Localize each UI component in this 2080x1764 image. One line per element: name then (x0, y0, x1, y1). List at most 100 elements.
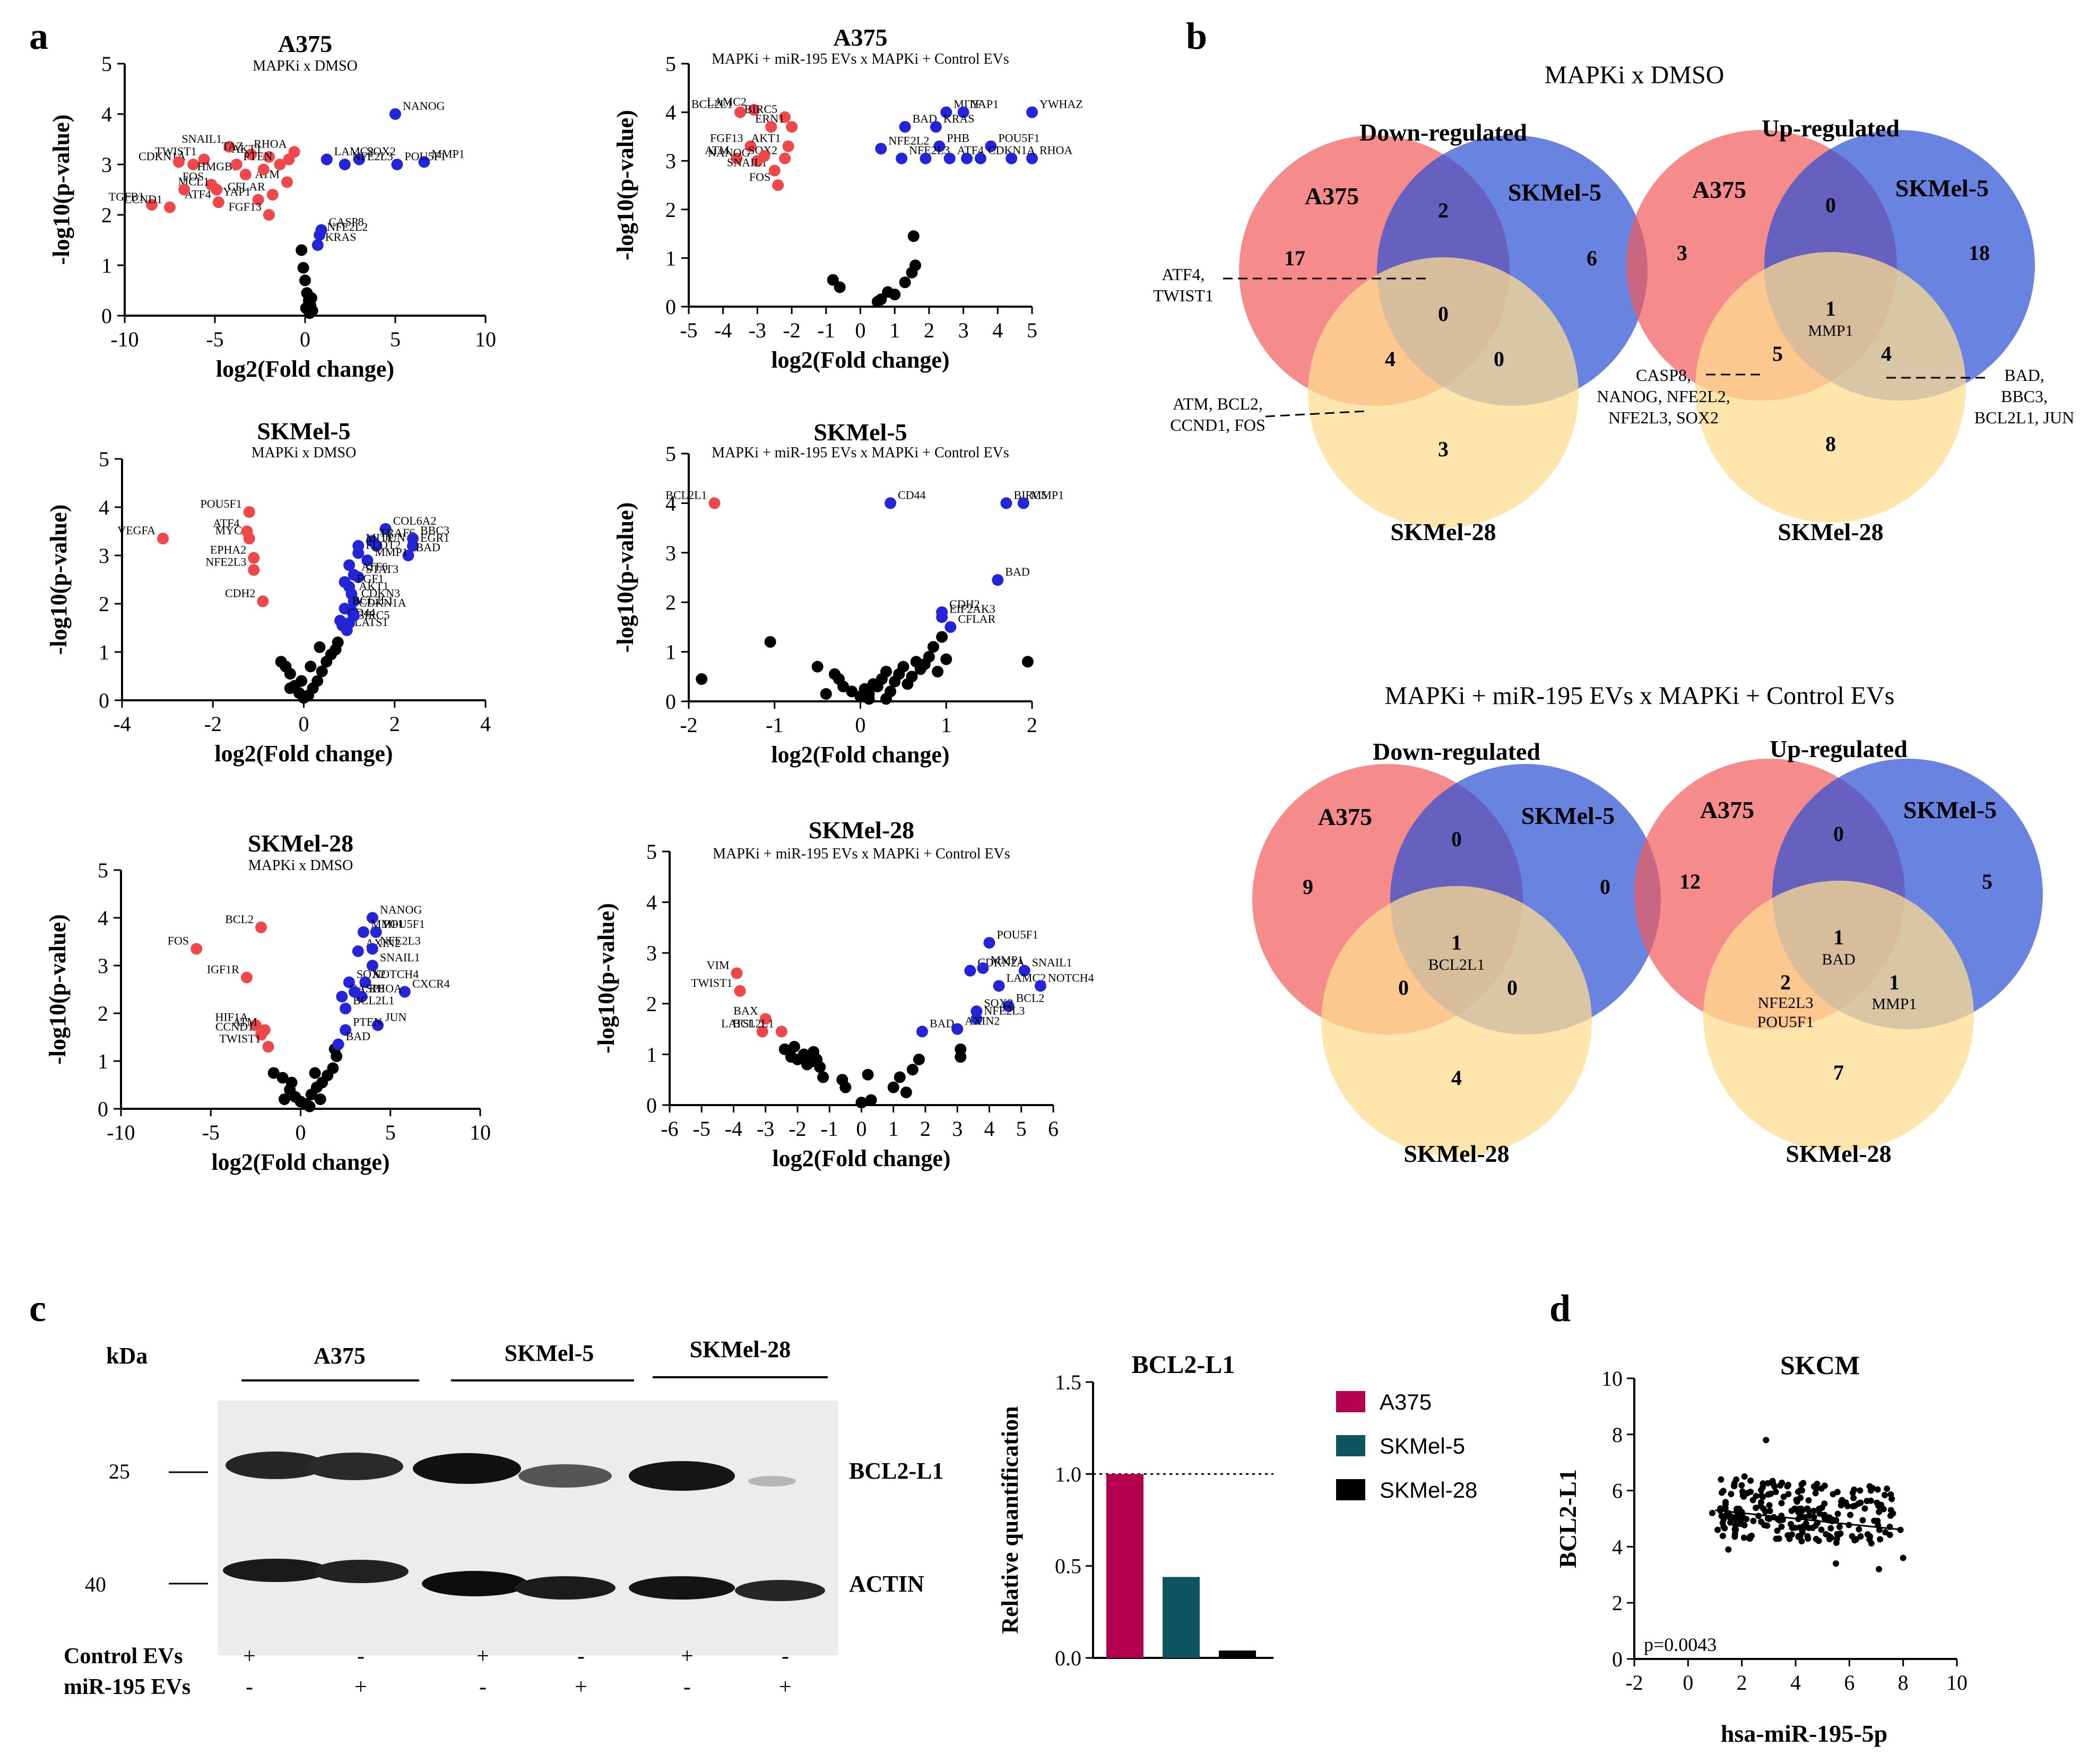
scatter-point (1775, 1535, 1782, 1542)
y-axis-label: -log10(p-value) (48, 115, 74, 265)
x-tick-label: -10 (107, 1120, 135, 1144)
scatter-point (1798, 1538, 1805, 1545)
point-down (759, 1013, 772, 1025)
point-up (896, 152, 908, 164)
point-label-up: BCL2L1 (353, 994, 394, 1007)
point-label-down: SNAIL1 (181, 132, 222, 145)
point-label-up: YWHAZ (1039, 98, 1083, 111)
scatter-point (1864, 1531, 1871, 1538)
point-label-up: CD44 (898, 488, 926, 501)
point-label-up: RHOA (1039, 144, 1072, 157)
point-up (352, 571, 365, 583)
y-tick-label: 4 (646, 891, 657, 915)
point-up (314, 229, 326, 241)
chart-subtitle: MAPKi x DMSO (252, 445, 357, 461)
callout-up-bc-3: BCL2L1, JUN (1974, 408, 2074, 427)
point-up (951, 1023, 964, 1035)
blot-sign: + (575, 1675, 587, 1699)
venn-count-c: 4 (1451, 1066, 1462, 1090)
point-label-up: FLOT2 (366, 538, 401, 551)
point-label-up: MMP1 (1031, 488, 1064, 501)
scatter-point (1804, 1533, 1811, 1540)
point-up (352, 547, 365, 559)
y-tick-label: 0 (1612, 1647, 1623, 1671)
point-label-up: SNAIL1 (1032, 956, 1072, 969)
point-up (353, 153, 365, 166)
point-label-down: BCL2L1 (665, 488, 707, 501)
scatter-point (1810, 1483, 1817, 1490)
bar-legend: A375 SKMel-5 SKMel-28 (1336, 1389, 1477, 1502)
scatter-point (1830, 1491, 1836, 1498)
point-label-up: BAD (415, 541, 440, 554)
point-up (1006, 152, 1018, 164)
panel-label-b: b (1186, 15, 1207, 57)
point-ns (817, 1071, 829, 1083)
point-label-up: NOTCH4 (372, 968, 419, 981)
point-up (940, 106, 952, 118)
venn-count-c: 8 (1825, 432, 1836, 456)
point-up (343, 976, 355, 988)
x-tick-label: -4 (725, 1117, 742, 1141)
venn-count-b: 5 (1982, 870, 1992, 893)
scatter-point (1805, 1497, 1812, 1504)
marker-25: 25 (109, 1459, 130, 1483)
blot-sign: + (779, 1675, 792, 1699)
point-ns (907, 230, 920, 242)
chart-title: A375 (278, 30, 332, 57)
legend-label: SKMel-5 (1380, 1433, 1465, 1458)
x-tick-label: 4 (480, 712, 491, 736)
x-tick-label: -6 (661, 1117, 678, 1141)
scatter-point (1720, 1523, 1727, 1530)
point-label-up: NANOG (403, 99, 445, 112)
callout-up-ac-2: NANOG, NFE2L2, (1597, 387, 1730, 406)
scatter-y-label: BCL2-L1 (1554, 1469, 1581, 1568)
scatter-point (1788, 1507, 1795, 1514)
scatter-point (1842, 1499, 1849, 1506)
venn-count-ab: 0 (1833, 822, 1844, 846)
y-tick-label: 2 (101, 203, 112, 227)
point-up (366, 960, 378, 971)
y-tick-label: 3 (665, 149, 676, 173)
blot-sign: - (479, 1675, 487, 1699)
y-tick-label: 3 (101, 153, 112, 177)
scatter-point (1876, 1508, 1883, 1515)
venn-center-gene: BCL2L1 (1428, 956, 1485, 974)
point-ns (316, 665, 328, 677)
point-label-up: PHB (947, 132, 969, 145)
scatter-point (1720, 1488, 1727, 1494)
x-axis-label: log2(Fold change) (211, 1149, 389, 1175)
point-down (245, 149, 257, 160)
point-up (379, 523, 392, 535)
scatter-point (1766, 1502, 1773, 1509)
y-tick-label: 3 (99, 544, 109, 568)
y-tick-label: 4 (98, 906, 108, 930)
point-up (1034, 980, 1046, 992)
point-label-down: FOS (183, 170, 204, 183)
venn-circle-skmel28 (1321, 886, 1592, 1157)
point-label-down: VEGFA (117, 524, 155, 537)
point-down (775, 1026, 787, 1038)
y-tick-label: 2 (665, 198, 676, 222)
x-tick-label: -2 (680, 713, 697, 737)
legend-swatch (1336, 1435, 1365, 1456)
x-tick-label: 8 (1898, 1671, 1909, 1695)
point-label-up: BAD (346, 1030, 370, 1043)
point-label-down: TAZ (222, 140, 244, 153)
y-axis-label: -log10(p-value) (46, 505, 72, 655)
y-tick-label: 2 (99, 592, 109, 616)
chart-title: SKMel-28 (809, 816, 914, 844)
venn-label-skmel5: SKMel-5 (1895, 175, 1989, 202)
point-ns (798, 1048, 810, 1061)
x-tick-label: -5 (202, 1120, 220, 1144)
point-label-up: CFLAR (958, 612, 995, 625)
venn-count-a: 12 (1679, 870, 1701, 893)
point-label-up: LATS1 (354, 615, 388, 629)
point-up (993, 980, 1005, 992)
venn-group-title-2: MAPKi + miR-195 EVs x MAPKi + Control EV… (1385, 682, 1895, 710)
callout-down-ac-1: ATM, BCL2, (1173, 394, 1263, 413)
point-label-up: NFE2L3 (380, 934, 421, 948)
band-actin-2 (313, 1560, 409, 1583)
point-down (248, 552, 260, 564)
point-label-up: COL6A2 (393, 514, 437, 527)
